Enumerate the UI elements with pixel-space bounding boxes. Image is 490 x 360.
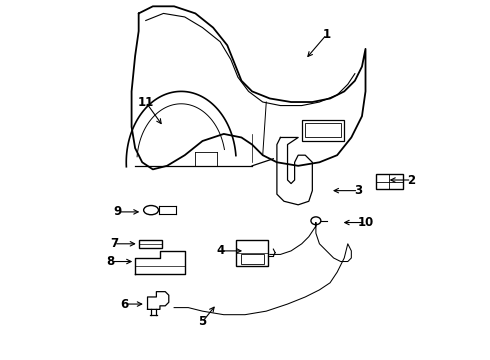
Text: 11: 11 [138,95,154,108]
Text: 10: 10 [357,216,374,229]
Text: 7: 7 [110,237,118,250]
Text: 4: 4 [216,244,224,257]
Text: 3: 3 [354,184,363,197]
Bar [236,240,268,266]
Bar [241,254,264,264]
Text: 2: 2 [408,174,416,186]
Bar [139,240,162,248]
Bar [302,120,344,141]
Text: 8: 8 [106,255,115,268]
Text: 1: 1 [322,28,331,41]
Text: 5: 5 [198,315,207,328]
Bar [376,174,403,189]
Text: 9: 9 [113,206,122,219]
Text: 6: 6 [121,298,128,311]
Bar [305,123,341,138]
